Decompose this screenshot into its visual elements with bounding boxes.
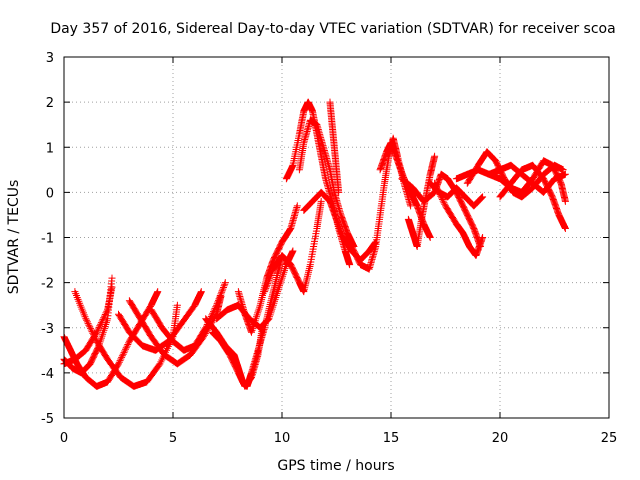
series-sat14	[295, 116, 358, 250]
y-axis-ticks: -5 -4 -3 -2 -1 0 1 2 3	[41, 51, 609, 427]
y-tick-label: 2	[46, 96, 54, 111]
series-markers	[431, 179, 487, 259]
grid-lines	[64, 57, 609, 418]
x-axis-label: GPS time / hours	[277, 458, 394, 474]
series-sat7	[147, 279, 229, 354]
series-markers	[71, 288, 181, 390]
series-sat24	[496, 161, 569, 232]
series-markers	[208, 324, 266, 390]
series-sat12	[261, 197, 325, 296]
y-tick-label: -2	[41, 277, 54, 292]
x-tick-label: 15	[383, 431, 400, 446]
series-markers	[147, 279, 229, 354]
series-sat3	[71, 288, 181, 390]
series-sat21	[431, 179, 487, 259]
series-markers	[398, 170, 484, 250]
x-tick-label: 0	[60, 431, 68, 446]
chart-title: Day 357 of 2016, Sidereal Day-to-day VTE…	[50, 21, 615, 37]
x-tick-label: 10	[274, 431, 291, 446]
y-tick-label: -4	[41, 367, 54, 382]
series-markers	[261, 197, 325, 296]
x-tick-label: 20	[492, 431, 509, 446]
series-markers	[326, 98, 343, 196]
x-tick-label: 5	[169, 431, 177, 446]
x-tick-label: 25	[601, 431, 618, 446]
series-markers	[426, 179, 487, 210]
series-markers	[496, 161, 569, 232]
series-sat26	[426, 179, 487, 210]
y-tick-label: 1	[46, 141, 54, 156]
y-tick-label: -5	[41, 412, 54, 427]
y-tick-label: -1	[41, 232, 54, 247]
y-tick-label: 3	[46, 51, 54, 66]
series-markers	[452, 161, 569, 196]
data-points	[60, 98, 569, 390]
x-axis-ticks: 0 5 10 15 20 25	[60, 57, 617, 446]
series-sat25	[452, 161, 569, 196]
series-sat9	[208, 324, 266, 390]
y-tick-label: -3	[41, 322, 54, 337]
series-markers	[295, 116, 358, 250]
series-sat16	[326, 98, 343, 196]
y-axis-label: SDTVAR / TECUs	[6, 180, 22, 295]
y-tick-label: 0	[46, 186, 54, 201]
series-sat20	[398, 170, 484, 250]
